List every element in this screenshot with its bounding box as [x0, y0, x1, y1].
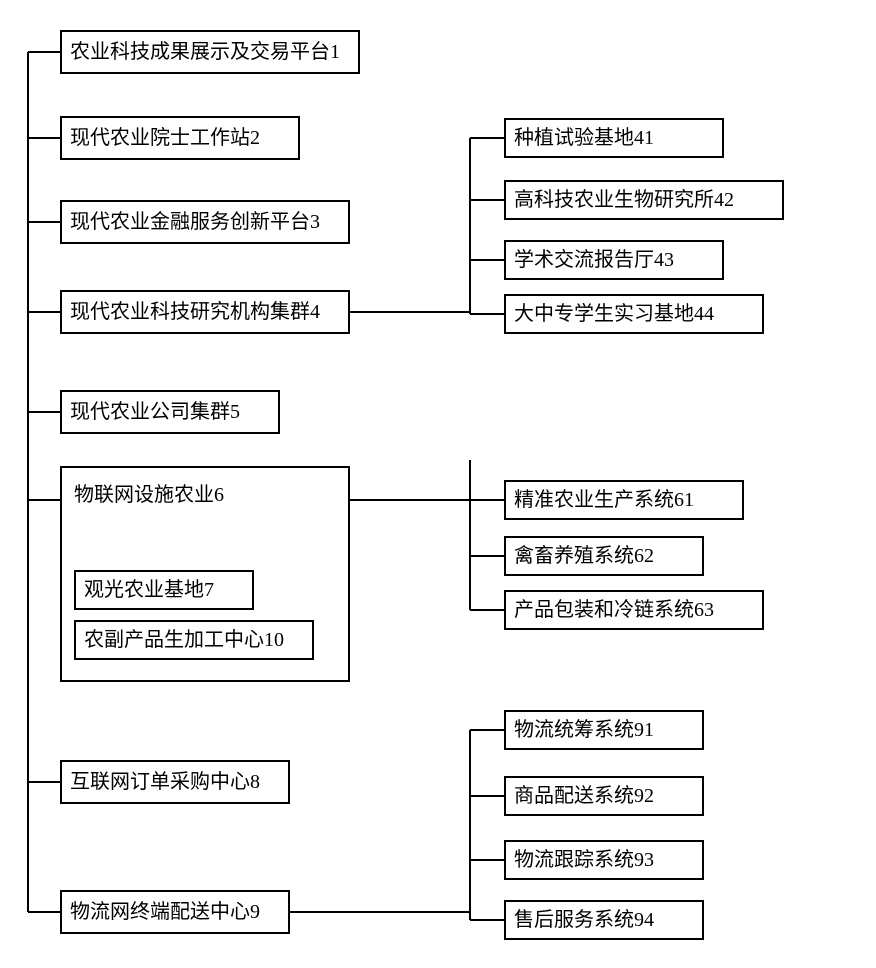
node-label: 现代农业公司集群5 [70, 400, 240, 424]
connector [470, 609, 504, 611]
connector [28, 411, 60, 413]
connector [470, 919, 504, 921]
connector [470, 137, 504, 139]
node-n8: 互联网订单采购中心8 [60, 760, 290, 804]
node-n2: 现代农业院士工作站2 [60, 116, 300, 160]
node-label: 售后服务系统94 [514, 908, 654, 932]
connector [28, 311, 60, 313]
connector [27, 52, 29, 912]
node-label: 商品配送系统92 [514, 784, 654, 808]
connector [470, 499, 504, 501]
node-label: 物流跟踪系统93 [514, 848, 654, 872]
node-label: 现代农业金融服务创新平台3 [70, 210, 320, 234]
node-label: 农业科技成果展示及交易平台1 [70, 40, 340, 64]
node-label: 现代农业院士工作站2 [70, 126, 260, 150]
connector [469, 460, 471, 610]
connector [28, 137, 60, 139]
diagram-canvas: 农业科技成果展示及交易平台1 现代农业院士工作站2 现代农业金融服务创新平台3 现代农… [0, 0, 876, 968]
connector [28, 781, 60, 783]
node-n4: 现代农业科技研究机构集群4 [60, 290, 350, 334]
node-label: 产品包装和冷链系统63 [514, 598, 714, 622]
node-c44: 大中专学生实习基地44 [504, 294, 764, 334]
node-n6-label: 物联网设施农业6 [74, 478, 224, 507]
node-label: 现代农业科技研究机构集群4 [70, 300, 320, 324]
connector [470, 259, 504, 261]
node-n7: 观光农业基地7 [74, 570, 254, 610]
connector [28, 499, 60, 501]
node-c63: 产品包装和冷链系统63 [504, 590, 764, 630]
node-n5: 现代农业公司集群5 [60, 390, 280, 434]
connector [28, 51, 60, 53]
node-label: 精准农业生产系统61 [514, 488, 694, 512]
connector [28, 911, 60, 913]
node-c61: 精准农业生产系统61 [504, 480, 744, 520]
connector [470, 795, 504, 797]
connector [470, 199, 504, 201]
node-n3: 现代农业金融服务创新平台3 [60, 200, 350, 244]
node-n1: 农业科技成果展示及交易平台1 [60, 30, 360, 74]
node-label: 物流统筹系统91 [514, 718, 654, 742]
node-c91: 物流统筹系统91 [504, 710, 704, 750]
node-label: 学术交流报告厅43 [514, 248, 674, 272]
connector [470, 859, 504, 861]
connector [470, 313, 504, 315]
node-label: 大中专学生实习基地44 [514, 302, 714, 326]
connector [469, 138, 471, 314]
node-label: 高科技农业生物研究所42 [514, 188, 734, 212]
node-label: 物流网终端配送中心9 [70, 900, 260, 924]
node-label: 观光农业基地7 [84, 578, 214, 602]
node-c94: 售后服务系统94 [504, 900, 704, 940]
connector [470, 729, 504, 731]
connector [469, 730, 471, 920]
connector [28, 221, 60, 223]
node-label: 种植试验基地41 [514, 126, 654, 150]
node-c43: 学术交流报告厅43 [504, 240, 724, 280]
node-n10: 农副产品生加工中心10 [74, 620, 314, 660]
node-label: 禽畜养殖系统62 [514, 544, 654, 568]
node-c41: 种植试验基地41 [504, 118, 724, 158]
node-c42: 高科技农业生物研究所42 [504, 180, 784, 220]
node-c62: 禽畜养殖系统62 [504, 536, 704, 576]
node-c92: 商品配送系统92 [504, 776, 704, 816]
connector [350, 499, 470, 501]
node-label: 农副产品生加工中心10 [84, 628, 284, 652]
node-c93: 物流跟踪系统93 [504, 840, 704, 880]
node-n9: 物流网终端配送中心9 [60, 890, 290, 934]
connector [290, 911, 470, 913]
connector [350, 311, 470, 313]
connector [470, 555, 504, 557]
node-label: 互联网订单采购中心8 [70, 770, 260, 794]
